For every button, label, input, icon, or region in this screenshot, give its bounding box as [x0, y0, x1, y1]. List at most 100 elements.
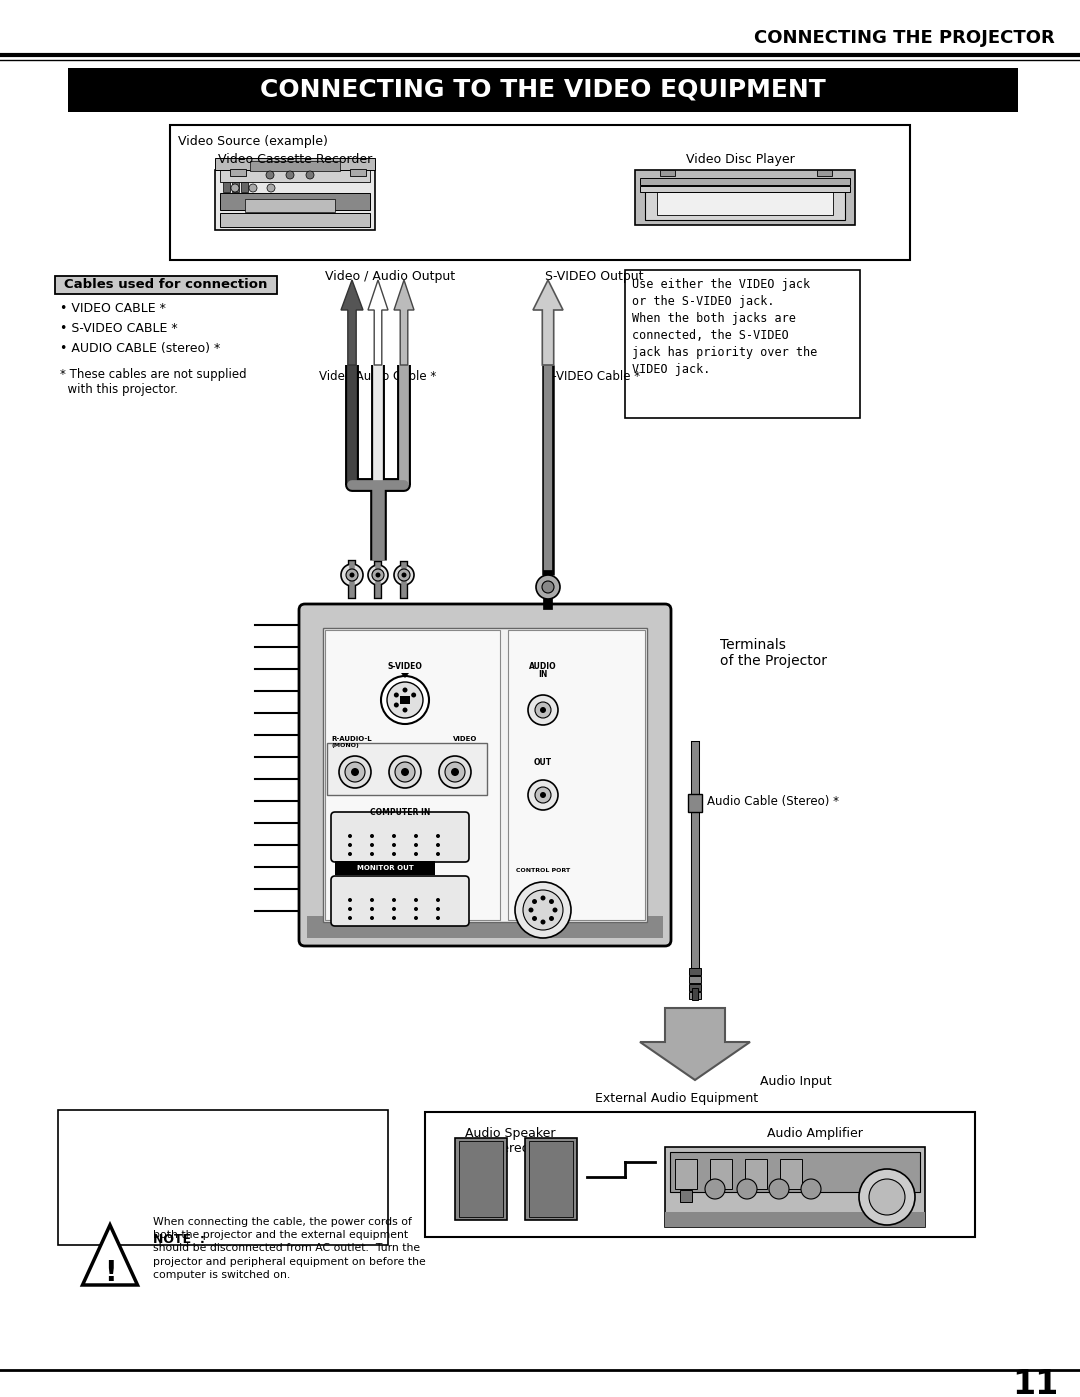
Text: • AUDIO CABLE (stereo) *: • AUDIO CABLE (stereo) * [60, 342, 220, 355]
Circle shape [339, 756, 372, 788]
Circle shape [869, 1179, 905, 1215]
Circle shape [348, 907, 352, 911]
Circle shape [411, 693, 416, 697]
Circle shape [401, 768, 409, 775]
Circle shape [436, 898, 440, 902]
Circle shape [266, 170, 274, 179]
Circle shape [370, 834, 374, 838]
FancyBboxPatch shape [299, 604, 671, 946]
Text: S-VIDEO Output: S-VIDEO Output [545, 270, 644, 284]
Bar [680, 1190, 692, 1201]
Circle shape [705, 1179, 725, 1199]
Bar [220, 170, 370, 182]
Text: Audio Cable (Stereo) *: Audio Cable (Stereo) * [707, 795, 839, 807]
Circle shape [737, 1179, 757, 1199]
Circle shape [528, 908, 534, 912]
Circle shape [540, 707, 546, 712]
Circle shape [348, 852, 352, 856]
Polygon shape [341, 279, 363, 365]
Text: Use either the VIDEO jack
or the S-VIDEO jack.
When the both jacks are
connected: Use either the VIDEO jack or the S-VIDEO… [632, 278, 818, 376]
Circle shape [351, 768, 359, 775]
Bar [625, 270, 860, 418]
Circle shape [451, 768, 459, 775]
Polygon shape [534, 279, 563, 365]
Circle shape [403, 687, 407, 693]
Circle shape [536, 576, 561, 599]
Circle shape [345, 761, 365, 782]
Circle shape [350, 573, 354, 577]
Bar [323, 629, 647, 922]
Circle shape [535, 703, 551, 718]
Text: R-AUDIO-L: R-AUDIO-L [330, 736, 372, 742]
Circle shape [414, 916, 418, 921]
Text: Video Audio Cable *: Video Audio Cable * [320, 370, 436, 383]
Bar [816, 170, 832, 176]
Circle shape [438, 756, 471, 788]
Bar [689, 968, 701, 975]
Circle shape [389, 756, 421, 788]
Bar [426, 1112, 975, 1236]
Circle shape [395, 761, 415, 782]
Bar [670, 1153, 920, 1192]
Text: • VIDEO CABLE *: • VIDEO CABLE * [60, 302, 166, 314]
Circle shape [387, 682, 423, 718]
Bar [635, 170, 855, 225]
Circle shape [445, 761, 465, 782]
Text: MONITOR OUT: MONITOR OUT [356, 865, 414, 870]
Circle shape [392, 852, 396, 856]
Bar [327, 743, 487, 795]
Bar [58, 1111, 388, 1245]
Polygon shape [401, 673, 409, 678]
Text: Terminals
of the Projector: Terminals of the Projector [720, 638, 827, 668]
Bar [455, 1139, 507, 1220]
Circle shape [535, 787, 551, 803]
Circle shape [540, 792, 546, 798]
Circle shape [542, 581, 554, 592]
Circle shape [348, 842, 352, 847]
Text: CONNECTING THE PROJECTOR: CONNECTING THE PROJECTOR [754, 29, 1055, 47]
Circle shape [436, 834, 440, 838]
Bar [307, 916, 663, 937]
Bar [325, 630, 500, 921]
Circle shape [346, 569, 357, 581]
Circle shape [370, 852, 374, 856]
Text: NOTE  :: NOTE : [153, 1234, 205, 1246]
Circle shape [436, 842, 440, 847]
Circle shape [306, 170, 314, 179]
Circle shape [801, 1179, 821, 1199]
Bar [215, 158, 375, 170]
Bar [529, 1141, 573, 1217]
Circle shape [348, 898, 352, 902]
Circle shape [540, 895, 545, 901]
Bar [640, 177, 850, 184]
Circle shape [392, 907, 396, 911]
Text: Video / Audio Output: Video / Audio Output [325, 270, 455, 284]
Bar [689, 977, 701, 983]
Text: Audio Input: Audio Input [760, 1076, 832, 1088]
Text: S-VIDEO: S-VIDEO [388, 662, 422, 671]
Circle shape [528, 780, 558, 810]
Circle shape [249, 184, 257, 191]
Text: (MONO): (MONO) [330, 743, 359, 747]
Circle shape [381, 676, 429, 724]
Bar [222, 182, 230, 191]
Circle shape [532, 900, 537, 904]
Bar [400, 696, 410, 704]
Circle shape [370, 898, 374, 902]
Circle shape [392, 834, 396, 838]
Circle shape [523, 890, 563, 930]
Circle shape [370, 907, 374, 911]
Bar [665, 1213, 924, 1227]
Circle shape [532, 916, 537, 921]
Circle shape [376, 573, 380, 577]
Text: OUT: OUT [534, 759, 552, 767]
Text: * These cables are not supplied
  with this projector.: * These cables are not supplied with thi… [60, 367, 246, 395]
Bar [745, 1160, 767, 1189]
Circle shape [436, 852, 440, 856]
Polygon shape [394, 279, 414, 365]
Text: S-VIDEO Cable *: S-VIDEO Cable * [545, 370, 640, 383]
Polygon shape [640, 1009, 750, 1080]
Circle shape [549, 900, 554, 904]
Circle shape [436, 916, 440, 921]
Text: When connecting the cable, the power cords of
both the projector and the externa: When connecting the cable, the power cor… [153, 1217, 426, 1280]
